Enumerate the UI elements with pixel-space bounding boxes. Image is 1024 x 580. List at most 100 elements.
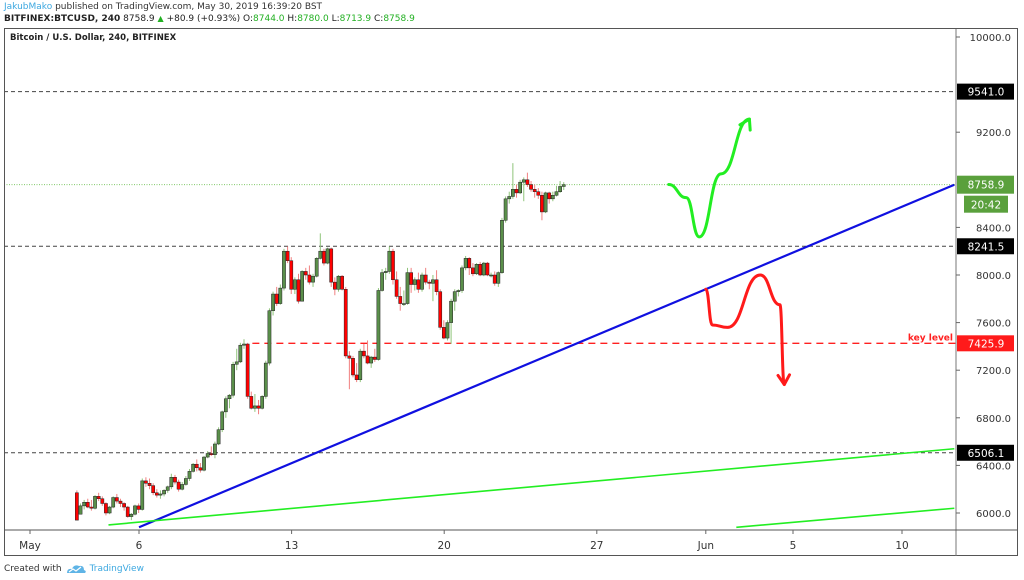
plot-area bbox=[5, 91, 956, 529]
candle-up bbox=[263, 362, 268, 397]
key-level-annotation: key level bbox=[908, 333, 953, 343]
tradingview-link[interactable]: TradingView bbox=[89, 564, 144, 574]
open-value: 8744.0 bbox=[253, 14, 285, 24]
candle-down bbox=[85, 502, 90, 508]
candle-down bbox=[154, 492, 159, 496]
candle-down bbox=[409, 272, 413, 285]
candle-up bbox=[318, 250, 323, 259]
candle-up bbox=[369, 356, 374, 364]
candle-up bbox=[460, 267, 464, 291]
close-value: 8758.9 bbox=[383, 14, 415, 24]
candle-down bbox=[492, 274, 497, 284]
symbol-label: BITFINEX:BTCUSD, 240 bbox=[4, 14, 121, 24]
candle-down bbox=[343, 289, 348, 357]
last-price-label: 8758.9 bbox=[968, 180, 1005, 192]
candle-down bbox=[136, 505, 141, 510]
y-tick-label: 7600.0 bbox=[976, 319, 1011, 330]
candle-up bbox=[325, 248, 330, 264]
candle-down bbox=[362, 350, 366, 357]
x-tick-label: 10 bbox=[895, 540, 908, 552]
candle-up bbox=[187, 471, 192, 479]
x-tick-label: 5 bbox=[790, 540, 797, 552]
candle-down bbox=[467, 258, 472, 269]
high-value: 8780.0 bbox=[297, 14, 329, 24]
candle-down bbox=[151, 485, 156, 494]
candle-up bbox=[521, 179, 526, 183]
candle-up bbox=[402, 303, 406, 305]
candle-up bbox=[420, 274, 424, 290]
x-tick-label: 13 bbox=[285, 540, 298, 552]
chart-frame bbox=[4, 28, 1018, 556]
green-lower-1-trendline bbox=[108, 447, 955, 526]
candle-up bbox=[387, 250, 392, 272]
candle-down bbox=[427, 281, 432, 284]
candle-up bbox=[550, 195, 555, 200]
candle-down bbox=[514, 189, 519, 194]
candle-up bbox=[336, 275, 341, 290]
candle-up bbox=[405, 272, 410, 304]
candle-down bbox=[289, 260, 294, 290]
candle-up bbox=[500, 220, 504, 273]
author-link[interactable]: JakubMako bbox=[4, 2, 53, 12]
countdown-label: 20:42 bbox=[971, 200, 1001, 212]
candle-down bbox=[245, 343, 250, 397]
candle-down bbox=[209, 453, 214, 455]
candle-down bbox=[104, 503, 108, 514]
publish-info: JakubMako published on TradingView.com, … bbox=[4, 2, 322, 12]
candle-up bbox=[489, 274, 493, 277]
low-label: L: bbox=[331, 14, 340, 24]
candle-down bbox=[114, 497, 119, 502]
candle-up bbox=[358, 350, 363, 380]
candle-down bbox=[434, 279, 439, 292]
candle-down bbox=[285, 250, 290, 261]
candle-up bbox=[543, 192, 548, 213]
price-change: +80.9 (+0.93%) bbox=[166, 14, 241, 24]
candle-down bbox=[547, 192, 552, 200]
candle-down bbox=[416, 279, 421, 290]
footer: Created with TradingView bbox=[4, 563, 144, 575]
level-price-label: 7425.9 bbox=[968, 338, 1005, 350]
candle-down bbox=[100, 498, 105, 504]
candle-down bbox=[173, 477, 177, 483]
candle-down bbox=[144, 480, 148, 484]
candle-up bbox=[140, 480, 145, 510]
x-tick-label: 6 bbox=[136, 540, 143, 552]
candle-down bbox=[398, 296, 403, 304]
candle-up bbox=[242, 343, 246, 346]
level-price-tag bbox=[957, 238, 1014, 255]
candle-down bbox=[256, 405, 261, 409]
candle-up bbox=[271, 293, 275, 311]
candle-up bbox=[431, 279, 435, 284]
candle-down bbox=[423, 274, 428, 283]
candles bbox=[75, 163, 566, 521]
candle-up bbox=[311, 275, 315, 283]
candle-down bbox=[354, 374, 359, 380]
candle-up bbox=[314, 258, 319, 277]
candle-up bbox=[180, 484, 185, 490]
y-tick-label: 6800.0 bbox=[976, 414, 1011, 425]
countdown-tag bbox=[964, 195, 1008, 213]
candle-up bbox=[376, 290, 381, 360]
candle-up bbox=[412, 279, 417, 285]
candle-up bbox=[558, 186, 562, 192]
y-tick-label: 8400.0 bbox=[976, 223, 1011, 234]
candle-down bbox=[125, 506, 130, 517]
candle-down bbox=[536, 191, 541, 196]
candle-down bbox=[75, 492, 79, 521]
candle-down bbox=[307, 274, 312, 283]
candle-up bbox=[260, 396, 265, 409]
blue-support-trendline bbox=[138, 183, 955, 529]
candle-up bbox=[456, 290, 461, 292]
y-tick-label: 8000.0 bbox=[976, 271, 1011, 282]
candle-down bbox=[296, 279, 301, 302]
candle-down bbox=[118, 500, 123, 504]
candle-up bbox=[129, 513, 134, 517]
candle-up bbox=[191, 463, 195, 472]
candle-down bbox=[249, 396, 254, 409]
candle-down bbox=[340, 275, 344, 290]
candle-up bbox=[449, 300, 453, 323]
candle-down bbox=[332, 281, 337, 290]
green-lower-2-trendline bbox=[736, 507, 955, 529]
candle-down bbox=[198, 467, 203, 471]
